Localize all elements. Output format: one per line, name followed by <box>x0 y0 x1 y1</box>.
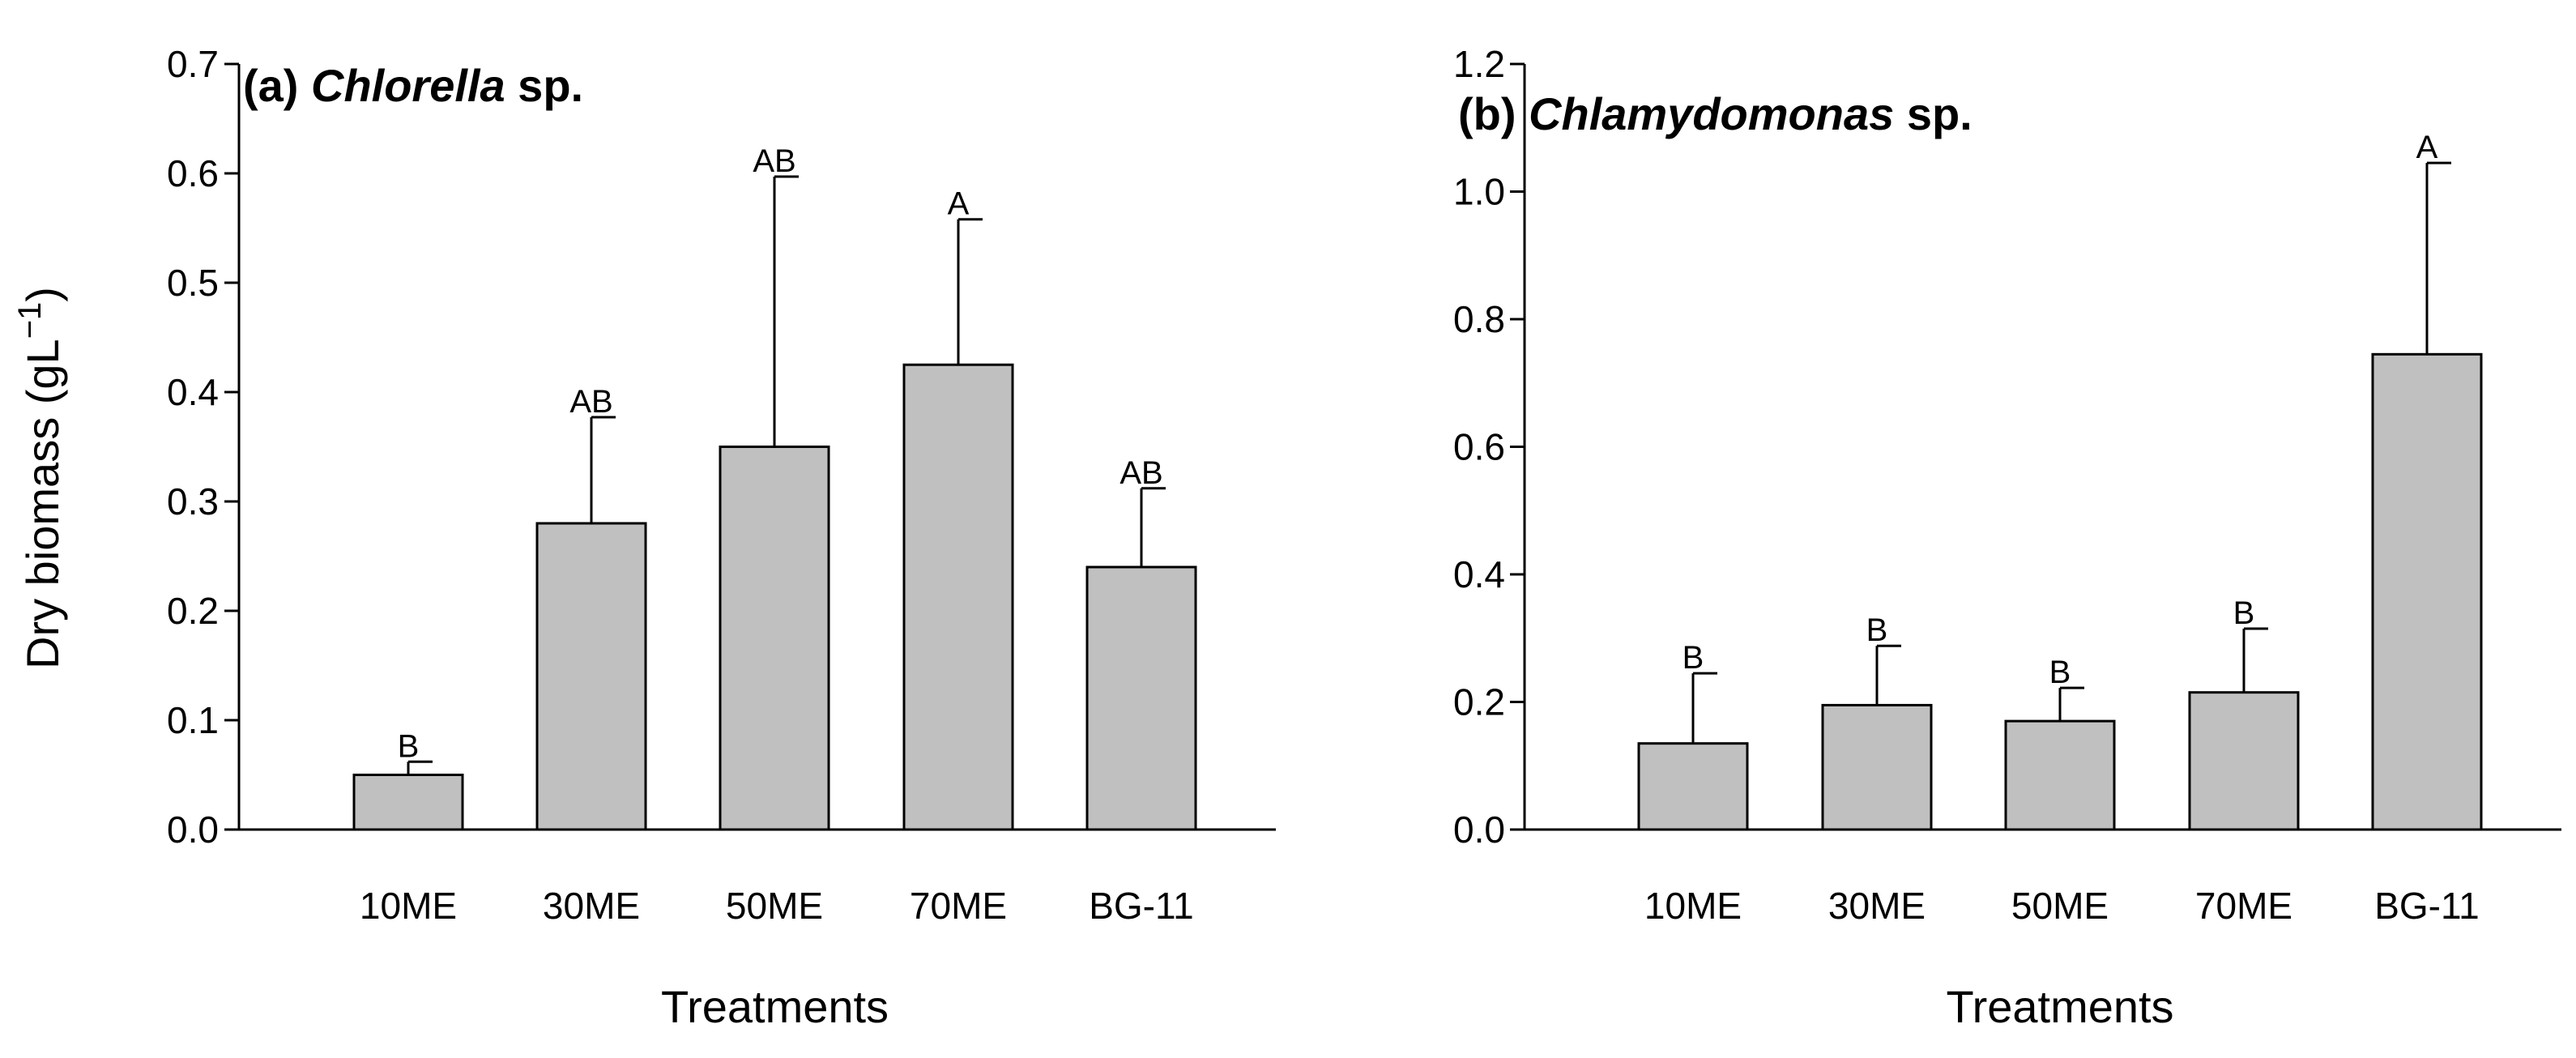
y-tick-label: 0.2 <box>1453 681 1505 723</box>
bar <box>2188 691 2300 831</box>
y-tick-label: 0.8 <box>1453 298 1505 340</box>
significance-letter: AB <box>569 384 612 420</box>
x-tick-label: BG-11 <box>1089 885 1194 927</box>
y-tick-label: 1.0 <box>1453 171 1505 213</box>
bar <box>1637 742 1749 831</box>
x-tick-label: 50ME <box>2011 885 2109 927</box>
panel-title-species: Chlorella <box>311 60 505 111</box>
significance-letter: B <box>2049 655 2071 690</box>
y-tick-label: 0.6 <box>1453 426 1505 468</box>
panel-title-suffix: sp. <box>1894 88 1972 139</box>
y-tick-label: 0.4 <box>1453 553 1505 595</box>
x-tick-label: 70ME <box>910 885 1007 927</box>
bar <box>2004 719 2116 831</box>
x-axis-title: Treatments <box>661 981 889 1032</box>
x-tick-label: 10ME <box>1644 885 1742 927</box>
significance-letter: B <box>398 728 420 764</box>
bar <box>902 363 1014 831</box>
panel-title-suffix: sp. <box>505 60 583 111</box>
panel-title-species: Chlamydomonas <box>1529 88 1894 139</box>
significance-letter: A <box>2416 130 2438 165</box>
chart-panel-b: 0.0 0.2 0.4 0.6 0.8 1.0 1.2 B 10ME B 30ME B 50ME B 70M… <box>1453 43 2561 1032</box>
bar <box>1821 703 1933 831</box>
significance-letter: AB <box>1120 455 1162 491</box>
panel-title: (b) Chlamydomonas sp. <box>1458 88 1973 139</box>
y-axis-title-exponent: −1 <box>12 302 48 339</box>
y-tick-label: 0.5 <box>167 262 219 304</box>
bar <box>1085 565 1197 831</box>
bar <box>535 522 647 831</box>
panel-title: (a) Chlorella sp. <box>243 60 583 111</box>
y-tick-label: 1.2 <box>1453 43 1505 85</box>
panel-title-prefix: (a) <box>243 60 311 111</box>
y-axis-title-close: ) <box>17 287 68 302</box>
y-tick-label: 0.3 <box>167 480 219 523</box>
significance-letter: AB <box>753 143 795 179</box>
bar <box>2371 352 2483 831</box>
y-tick-label: 0.6 <box>167 152 219 194</box>
y-axis-title-main: Dry biomass (gL <box>17 339 68 669</box>
x-axis-title: Treatments <box>1946 981 2173 1032</box>
x-tick-label: 30ME <box>543 885 640 927</box>
x-tick-label: BG-11 <box>2374 885 2480 927</box>
y-axis-title: Dry biomass (gL−1) <box>12 287 68 669</box>
bar <box>352 774 464 831</box>
y-tick-label: 0.2 <box>167 590 219 632</box>
y-tick-label: 0.4 <box>167 371 219 413</box>
panel-title-prefix: (b) <box>1458 88 1529 139</box>
x-tick-label: 30ME <box>1828 885 1926 927</box>
y-tick-label: 0.1 <box>167 699 219 741</box>
x-tick-label: 50ME <box>726 885 823 927</box>
significance-letter: A <box>948 186 970 222</box>
chart-panel-a: 0.0 0.1 0.2 0.3 0.4 0.5 0.6 0.7 B 10ME AB 30ME AB 50M… <box>167 43 1276 1032</box>
significance-letter: B <box>1683 640 1704 676</box>
y-tick-label: 0.0 <box>167 808 219 851</box>
y-tick-label: 0.7 <box>167 43 219 85</box>
significance-letter: B <box>1866 612 1888 648</box>
y-tick-label: 0.0 <box>1453 808 1505 851</box>
x-tick-label: 70ME <box>2195 885 2292 927</box>
significance-letter: B <box>2233 595 2255 631</box>
x-tick-label: 10ME <box>360 885 457 927</box>
bar <box>719 446 830 831</box>
